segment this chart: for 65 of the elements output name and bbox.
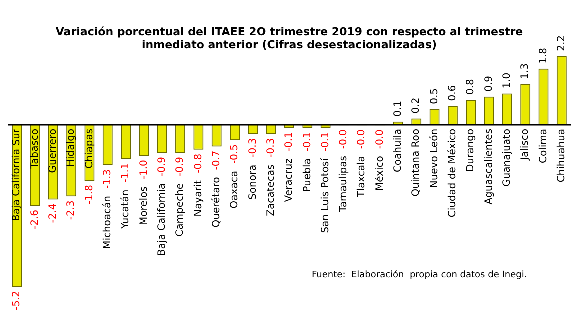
x-tick-label: Oaxaca [230, 171, 241, 209]
data-label: 0.5 [429, 88, 440, 104]
x-tick-label: Michoacán [102, 196, 114, 250]
data-label: -0.5 [230, 144, 241, 164]
data-label: 0.8 [466, 79, 477, 96]
x-tick-label: Nayarit [193, 180, 204, 217]
data-label: -0.9 [156, 157, 168, 177]
data-label: -2.4 [48, 204, 59, 224]
x-tick-label: Sonora [248, 164, 259, 200]
x-tick-label: Zacatecas [266, 164, 277, 216]
data-label: -5.2 [12, 291, 23, 311]
x-tick-label: Morelos [138, 186, 150, 226]
data-label: 0.1 [393, 100, 404, 117]
data-label: -0.8 [193, 154, 204, 174]
x-tick-label: Puebla [302, 158, 314, 192]
data-label: -0.0 [374, 130, 386, 150]
data-label: -1.0 [138, 160, 150, 180]
data-label: -0.7 [211, 150, 222, 170]
data-label: -0.0 [338, 130, 350, 150]
x-tick-label: Veracruz [284, 158, 296, 202]
data-label: -0.1 [284, 132, 296, 152]
data-label: 1.3 [520, 64, 532, 80]
data-label: -0.9 [175, 157, 186, 177]
x-tick-label: Baja California [156, 184, 168, 256]
x-tick-label: San Luis Potosí [320, 157, 332, 234]
x-tick-label: Aguascalientes [484, 128, 495, 205]
x-tick-label: Guanajuato [502, 128, 514, 187]
x-tick-label: Coahuila [393, 128, 404, 173]
data-label: 0.6 [448, 85, 459, 102]
x-tick-label: México [374, 156, 386, 192]
data-label: -0.0 [356, 130, 368, 150]
x-tick-label: Quintana Roo [411, 128, 422, 197]
x-tick-label: Yucatán [120, 190, 132, 230]
x-tick-label: Colima [538, 128, 550, 164]
x-tick-label: Chihuahua [556, 128, 568, 183]
data-label: 1.0 [502, 72, 514, 89]
x-tick-label: Tlaxcala [356, 156, 368, 198]
x-tick-label: Nuevo León [429, 128, 440, 188]
data-label: -0.1 [320, 132, 332, 152]
x-tick-label: Chiapas [84, 128, 96, 169]
x-tick-label: Tabasco [30, 128, 41, 170]
x-tick-label: Durango [466, 128, 477, 172]
data-label: -2.6 [30, 210, 41, 230]
data-label: -1.1 [120, 163, 132, 183]
x-tick-label: Querétaro [211, 177, 222, 228]
x-tick-label: Campeche [175, 184, 186, 237]
data-label: -0.3 [248, 138, 259, 158]
x-tick-label: Jalisco [520, 128, 532, 162]
text: Variación porcentual del ITAEE 2O trimestre 2019 con respecto al trimestre [56, 25, 524, 38]
text: inmediato anterior (Cifras desestacionalizadas) [142, 38, 438, 52]
x-tick-label: Tamaulipas [338, 156, 350, 214]
data-label: -2.3 [66, 200, 78, 220]
x-tick-label: Baja California Sur [12, 128, 23, 222]
data-label: -0.3 [266, 138, 277, 158]
data-label: -0.1 [302, 132, 314, 152]
x-tick-label: Ciudad de México [448, 128, 459, 218]
data-label: -1.3 [102, 169, 114, 189]
data-label: 2.2 [556, 35, 568, 52]
data-label: 1.8 [538, 48, 550, 64]
data-label: -1.8 [84, 185, 96, 205]
x-tick-label: Hidalgo [66, 128, 78, 167]
x-tick-label: Guerrero [48, 128, 59, 174]
annotation: Fuente: Elaboración propia con datos de Inegi. [312, 269, 528, 280]
data-label: 0.2 [411, 98, 422, 114]
data-label: 0.9 [484, 76, 495, 92]
